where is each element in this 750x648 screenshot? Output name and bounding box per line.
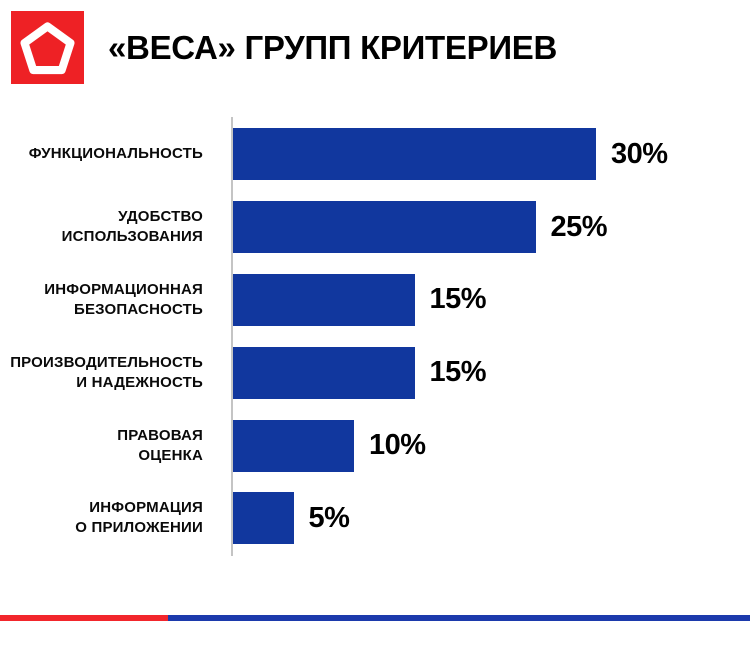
category-label: ИНФОРМАЦИОННАЯ БЕЗОПАСНОСТЬ <box>44 280 203 318</box>
category-label: УДОБСТВО ИСПОЛЬЗОВАНИЯ <box>61 208 203 246</box>
bar-zone: 10% <box>233 419 426 472</box>
chart-row: ИНФОРМАЦИОННАЯ БЕЗОПАСНОСТЬ 15% <box>0 264 750 337</box>
value-label: 10% <box>369 429 426 462</box>
chart-rows: ФУНКЦИОНАЛЬНОСТЬ 30% УДОБСТВО ИСПОЛЬЗОВАНИ… <box>0 118 750 555</box>
category-label: ФУНКЦИОНАЛЬНОСТЬ <box>28 145 203 163</box>
chart-axis-line <box>231 117 233 556</box>
value-label: 15% <box>429 283 487 316</box>
value-bar <box>233 346 415 399</box>
bar-zone: 15% <box>233 346 487 399</box>
value-label: 5% <box>308 501 350 534</box>
category-label: ПРАВОВАЯ ОЦЕНКА <box>117 426 203 464</box>
value-bar <box>233 201 536 254</box>
value-bar <box>233 273 415 326</box>
brand-logo <box>11 11 84 84</box>
value-label: 25% <box>550 210 608 243</box>
chart-row: ФУНКЦИОНАЛЬНОСТЬ 30% <box>0 118 750 191</box>
bar-zone: 5% <box>233 492 350 545</box>
page-title: «ВЕСА» ГРУПП КРИТЕРИЕВ <box>108 28 557 66</box>
pentagon-icon <box>11 11 84 84</box>
value-bar <box>233 492 294 545</box>
bar-zone: 25% <box>233 201 608 254</box>
chart-row: УДОБСТВО ИСПОЛЬЗОВАНИЯ 25% <box>0 191 750 264</box>
category-label: ПРОИЗВОДИТЕЛЬНОСТЬ И НАДЕЖНОСТЬ <box>10 353 203 391</box>
category-label: ИНФОРМАЦИЯ О ПРИЛОЖЕНИИ <box>75 499 203 537</box>
footer-divider-red <box>0 615 168 621</box>
header: «ВЕСА» ГРУПП КРИТЕРИЕВ <box>11 11 557 84</box>
bar-zone: 15% <box>233 273 487 326</box>
bar-zone: 30% <box>233 128 668 181</box>
value-label: 30% <box>611 137 668 170</box>
bar-chart: ФУНКЦИОНАЛЬНОСТЬ 30% УДОБСТВО ИСПОЛЬЗОВАНИ… <box>0 117 750 556</box>
chart-row: ПРАВОВАЯ ОЦЕНКА 10% <box>0 409 750 482</box>
footer-divider-blue <box>168 615 750 621</box>
value-bar <box>233 128 596 181</box>
chart-row: ИНФОРМАЦИЯ О ПРИЛОЖЕНИИ 5% <box>0 482 750 555</box>
chart-row: ПРОИЗВОДИТЕЛЬНОСТЬ И НАДЕЖНОСТЬ 15% <box>0 336 750 409</box>
value-label: 15% <box>429 356 487 389</box>
value-bar <box>233 419 354 472</box>
